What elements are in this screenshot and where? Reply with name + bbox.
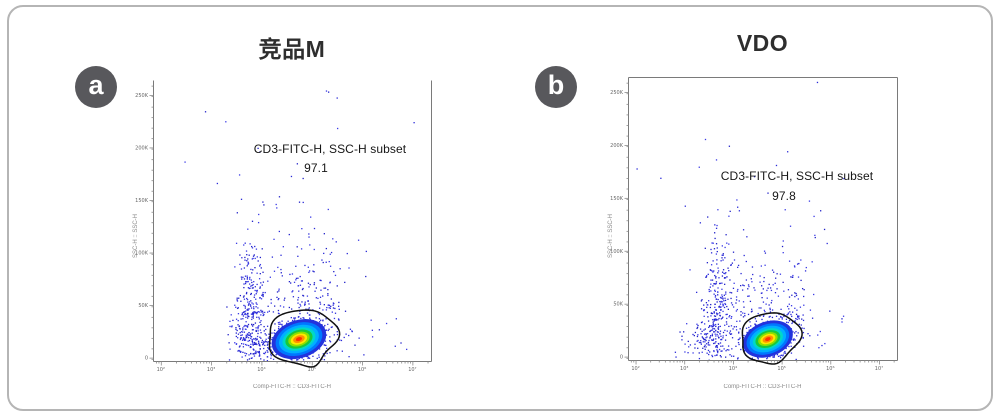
panel-b-gate-percent: 97.8 [772,189,796,203]
panel-a-badge: a [75,66,117,108]
panel-b-title: VDO [736,30,789,56]
flow-plot-a [130,66,460,406]
panel-a-y-axis-label: SSC-H :: SSC-H [133,214,139,259]
panel-a-gate-label: CD3-FITC-H, SSC-H subset [253,142,407,156]
panel-b-x-axis-label: Comp-FITC-H :: CD3-FITC-H [723,384,802,390]
flow-plot-b [605,63,925,403]
panel-a-gate-percent: 97.1 [304,161,328,175]
panel-a-title: 竞品M [258,36,326,62]
panel-b-y-axis-label: SSC-H :: SSC-H [608,214,614,259]
panel-b-gate-label: CD3-FITC-H, SSC-H subset [720,169,874,183]
panel-b-badge: b [535,66,577,108]
panel-a-x-axis-label: Comp-FITC-H :: CD3-FITC-H [253,384,331,390]
